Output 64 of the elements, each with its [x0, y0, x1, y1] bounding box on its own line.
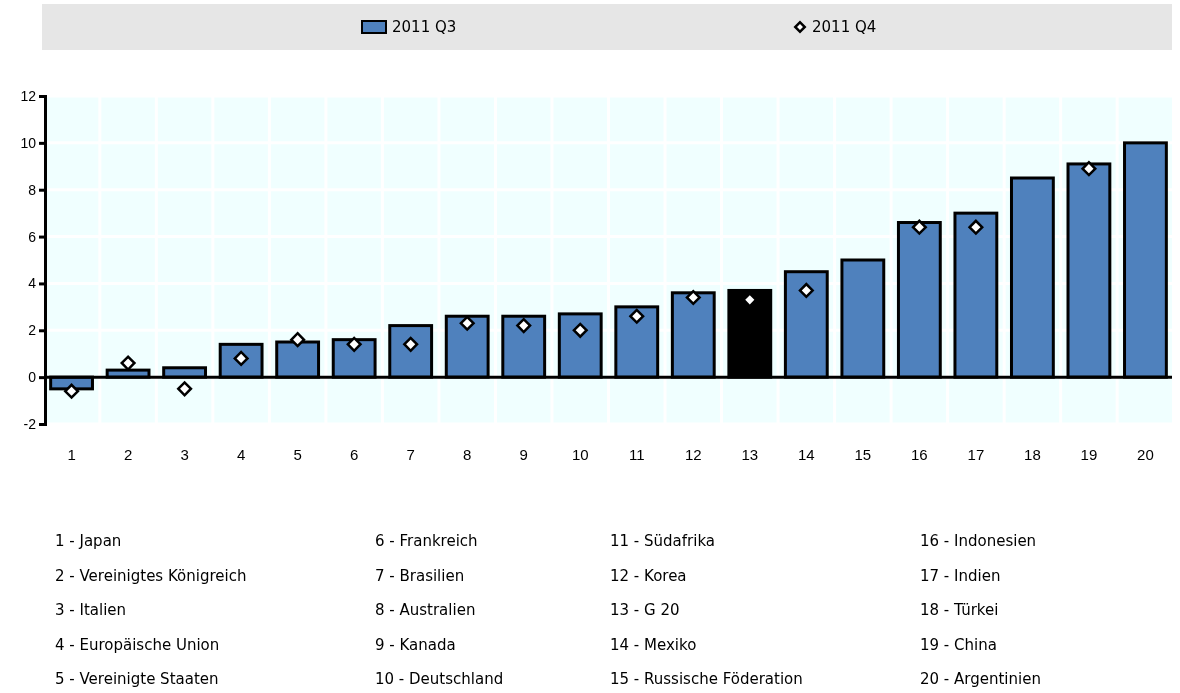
y-tick-label: -2 — [23, 415, 37, 432]
x-tick-label: 15 — [854, 445, 872, 463]
text: 8 - Australien — [375, 601, 476, 619]
text: 19 - China — [920, 635, 997, 654]
point — [798, 282, 814, 299]
text: 1 - Japan — [55, 532, 122, 550]
y-tick-label: 2 — [28, 322, 37, 339]
text: 17 - Indien — [920, 566, 1001, 585]
point — [63, 383, 80, 399]
y-tick-label: 0 — [28, 369, 37, 386]
y-tick-label: 10 — [20, 134, 37, 151]
x-tick-label: 18 — [1024, 445, 1041, 463]
x-tick-label: 2 — [123, 445, 133, 463]
text: 9 - Kanada — [375, 635, 456, 654]
legend-label: 2011 Q3 — [392, 18, 457, 36]
x-tick-label: 4 — [236, 445, 246, 463]
x-tick-label: 1 — [67, 445, 76, 463]
text: 4 - Europäische Union — [55, 635, 220, 654]
text: 16 - Indonesien — [920, 532, 1037, 550]
point — [685, 289, 701, 306]
x-tick-label: 14 — [797, 445, 815, 463]
text: 14 - Mexiko — [610, 635, 697, 654]
x-tick-label: 12 — [684, 445, 702, 463]
x-tick-label: 13 — [741, 445, 759, 463]
x-tick-label: 7 — [406, 445, 415, 463]
text: 2 - Vereinigtes Königreich — [55, 566, 247, 585]
point — [177, 381, 193, 397]
point — [911, 219, 927, 235]
legend-label: 2011 Q4 — [812, 18, 877, 36]
point — [459, 315, 475, 331]
x-tick-label: 6 — [349, 445, 359, 463]
y-tick-label: 6 — [28, 228, 37, 245]
point — [572, 322, 588, 338]
text: 3 - Italien — [55, 601, 127, 619]
text: 20 - Argentinien — [920, 670, 1041, 688]
x-tick-label: 3 — [180, 445, 189, 463]
text: 18 - Türkei — [920, 601, 999, 619]
x-tick-label: 20 — [1137, 445, 1154, 463]
y-tick-label: 12 — [20, 87, 37, 104]
text: 13 - G 20 — [610, 601, 680, 619]
point — [120, 355, 136, 371]
text: 11 - Südafrika — [610, 532, 716, 550]
point — [516, 318, 532, 334]
point — [968, 219, 984, 235]
point — [1081, 161, 1097, 177]
point — [346, 336, 362, 352]
x-tick-label: 10 — [571, 445, 589, 463]
x-tick-label: 19 — [1080, 445, 1098, 463]
text: 15 - Russische Föderation — [610, 670, 803, 688]
x-tick-label: 16 — [911, 445, 928, 463]
text: 12 - Korea — [610, 566, 687, 585]
text: 7 - Brasilien — [375, 566, 465, 585]
point — [629, 308, 645, 324]
x-tick-label: 9 — [519, 445, 528, 463]
x-tick-label: 11 — [628, 445, 645, 463]
text: 5 - Vereinigte Staaten — [55, 670, 219, 688]
x-tick-label: 5 — [293, 445, 302, 463]
y-tick-label: 8 — [28, 181, 37, 198]
x-tick-label: 17 — [967, 445, 985, 463]
point — [290, 332, 306, 348]
text: 6 - Frankreich — [375, 532, 478, 550]
x-tick-label: 8 — [463, 445, 472, 463]
text: 10 - Deutschland — [375, 670, 504, 688]
y-tick-label: 4 — [28, 275, 37, 292]
